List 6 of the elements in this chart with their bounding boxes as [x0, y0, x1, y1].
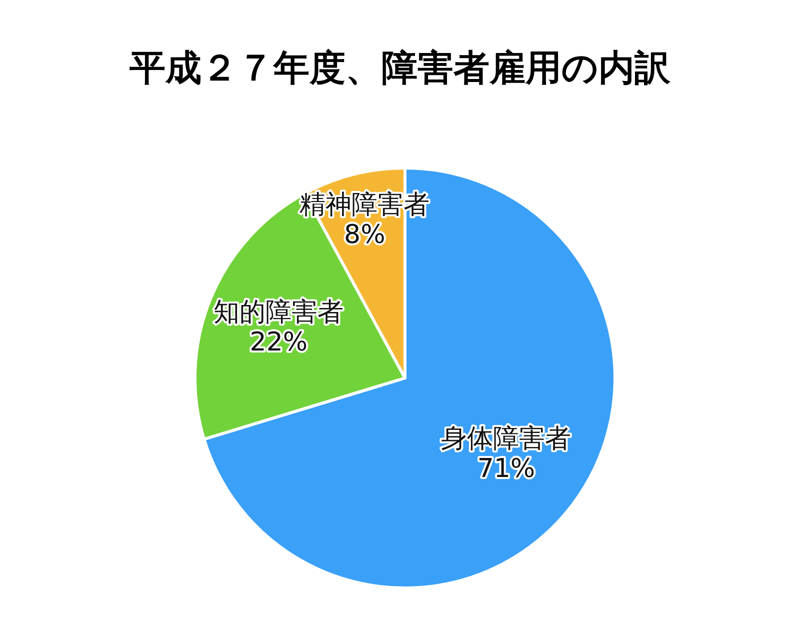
data-label: 8% — [344, 220, 386, 250]
slice-label: 身体障害者 — [441, 424, 572, 454]
data-label: 22% — [250, 327, 308, 358]
data-label: 71% — [477, 454, 536, 484]
chart-title: 平成２７年度、障害者雇用の内訳 — [130, 48, 672, 89]
slice-label: 知的障害者 — [214, 297, 344, 328]
